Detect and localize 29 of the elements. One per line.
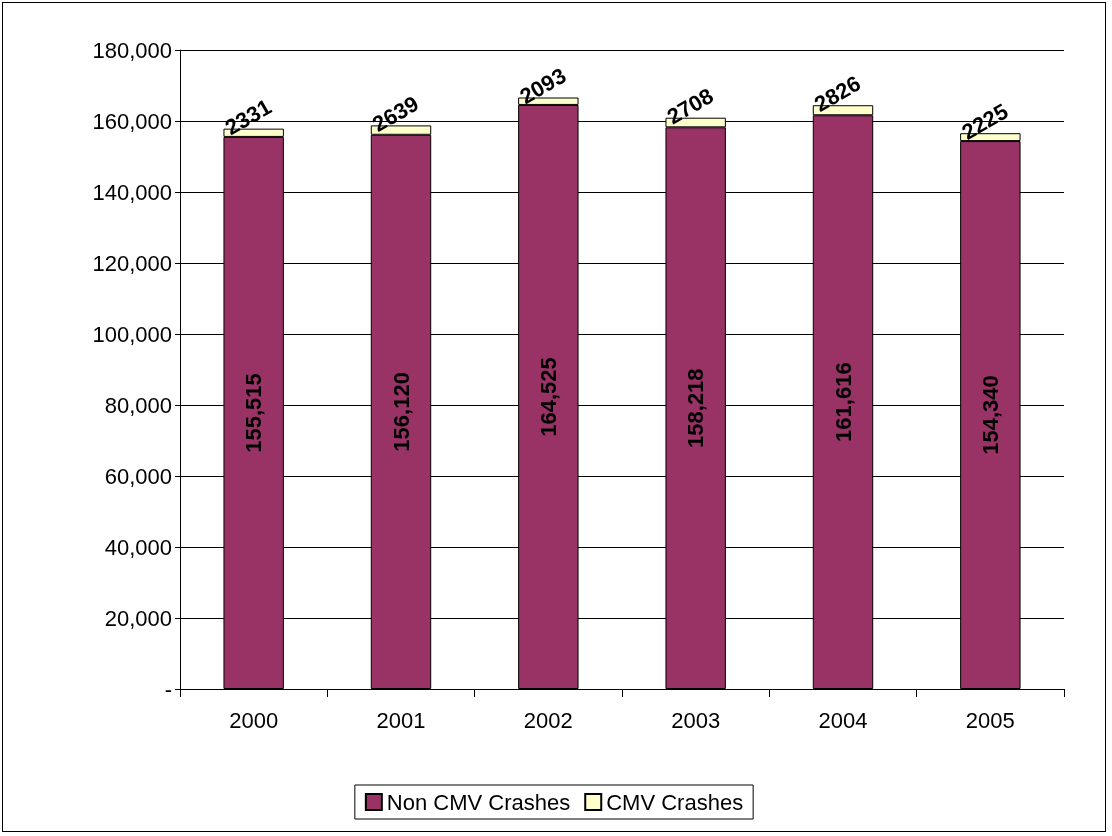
data-label: 155,515: [241, 373, 267, 453]
data-label: 2639: [368, 90, 423, 137]
x-tick-label: 2004: [818, 707, 868, 733]
y-tick-label: 60,000: [104, 463, 172, 489]
data-label: 2225: [957, 98, 1013, 145]
legend-label: Non CMV Crashes: [386, 789, 571, 815]
x-tick-label: 2001: [376, 707, 426, 733]
legend-label: CMV Crashes: [606, 789, 744, 815]
data-label: 156,120: [388, 372, 414, 452]
y-tick-label: 160,000: [92, 108, 172, 134]
y-tick-label: 100,000: [92, 321, 172, 347]
data-label: 158,218: [683, 368, 709, 448]
data-label: 164,525: [535, 357, 561, 437]
x-tick-label: 2003: [671, 707, 721, 733]
y-tick-label: 20,000: [104, 605, 172, 631]
y-tick-label: 180,000: [92, 37, 172, 63]
data-label: 2093: [515, 62, 571, 110]
y-tick-label: 120,000: [92, 250, 172, 276]
y-tick-label: -: [164, 676, 172, 702]
y-tick-label: 40,000: [104, 534, 172, 560]
data-label: 161,616: [830, 362, 856, 442]
data-label: 2708: [662, 83, 718, 130]
data-label: 154,340: [977, 375, 1003, 455]
y-tick-label: 80,000: [104, 392, 172, 418]
x-tick-label: 2002: [523, 707, 573, 733]
x-tick-label: 2000: [229, 707, 279, 733]
data-label: 2826: [810, 70, 865, 117]
y-tick-label: 140,000: [92, 179, 172, 205]
x-tick-label: 2005: [965, 707, 1015, 733]
